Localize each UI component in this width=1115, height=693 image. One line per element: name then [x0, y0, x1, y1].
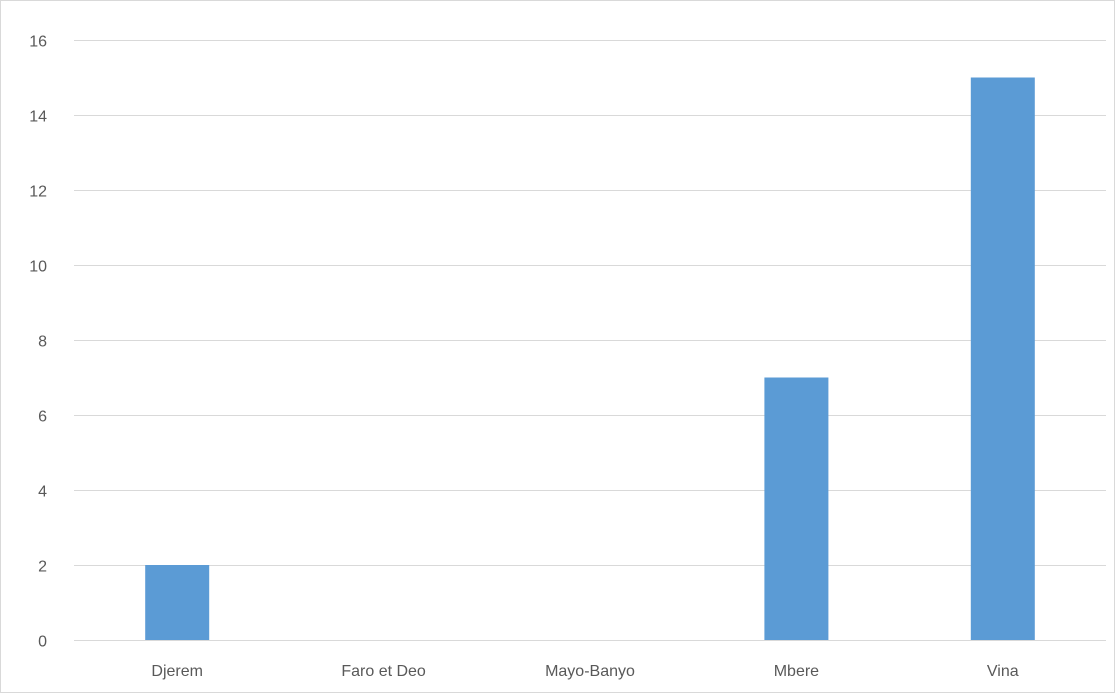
y-tick-label-2: 2 — [38, 559, 47, 576]
bar-djerem — [145, 565, 210, 640]
y-tick-label-16: 16 — [29, 34, 47, 51]
bar-vina — [970, 77, 1035, 640]
x-axis-tick-labels: Djerem Faro et Deo Mayo-Banyo Mbere Vina — [151, 663, 1018, 680]
y-tick-label-6: 6 — [38, 409, 47, 426]
y-tick-label-12: 12 — [29, 184, 47, 201]
bars — [145, 77, 1035, 640]
y-axis-tick-labels: 0 2 4 6 8 10 12 14 16 — [29, 34, 47, 651]
x-tick-label-vina: Vina — [987, 663, 1019, 680]
y-tick-label-0: 0 — [38, 634, 47, 651]
x-tick-label-mbere: Mbere — [774, 663, 819, 680]
y-tick-label-10: 10 — [29, 259, 47, 276]
gridlines — [74, 40, 1106, 641]
y-tick-label-4: 4 — [38, 484, 47, 501]
y-tick-label-8: 8 — [38, 334, 47, 351]
y-tick-label-14: 14 — [29, 109, 47, 126]
x-tick-label-djerem: Djerem — [151, 663, 203, 680]
x-tick-label-faro-et-deo: Faro et Deo — [341, 663, 426, 680]
bar-mbere — [764, 377, 829, 640]
x-tick-label-mayo-banyo: Mayo-Banyo — [545, 663, 635, 680]
